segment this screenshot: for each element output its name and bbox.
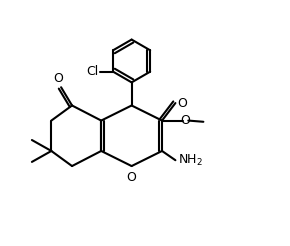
Text: NH$_2$: NH$_2$ bbox=[178, 153, 203, 168]
Text: O: O bbox=[127, 171, 137, 184]
Text: O: O bbox=[180, 114, 190, 127]
Text: O: O bbox=[177, 97, 187, 109]
Text: O: O bbox=[53, 72, 63, 85]
Text: Cl: Cl bbox=[87, 65, 99, 78]
